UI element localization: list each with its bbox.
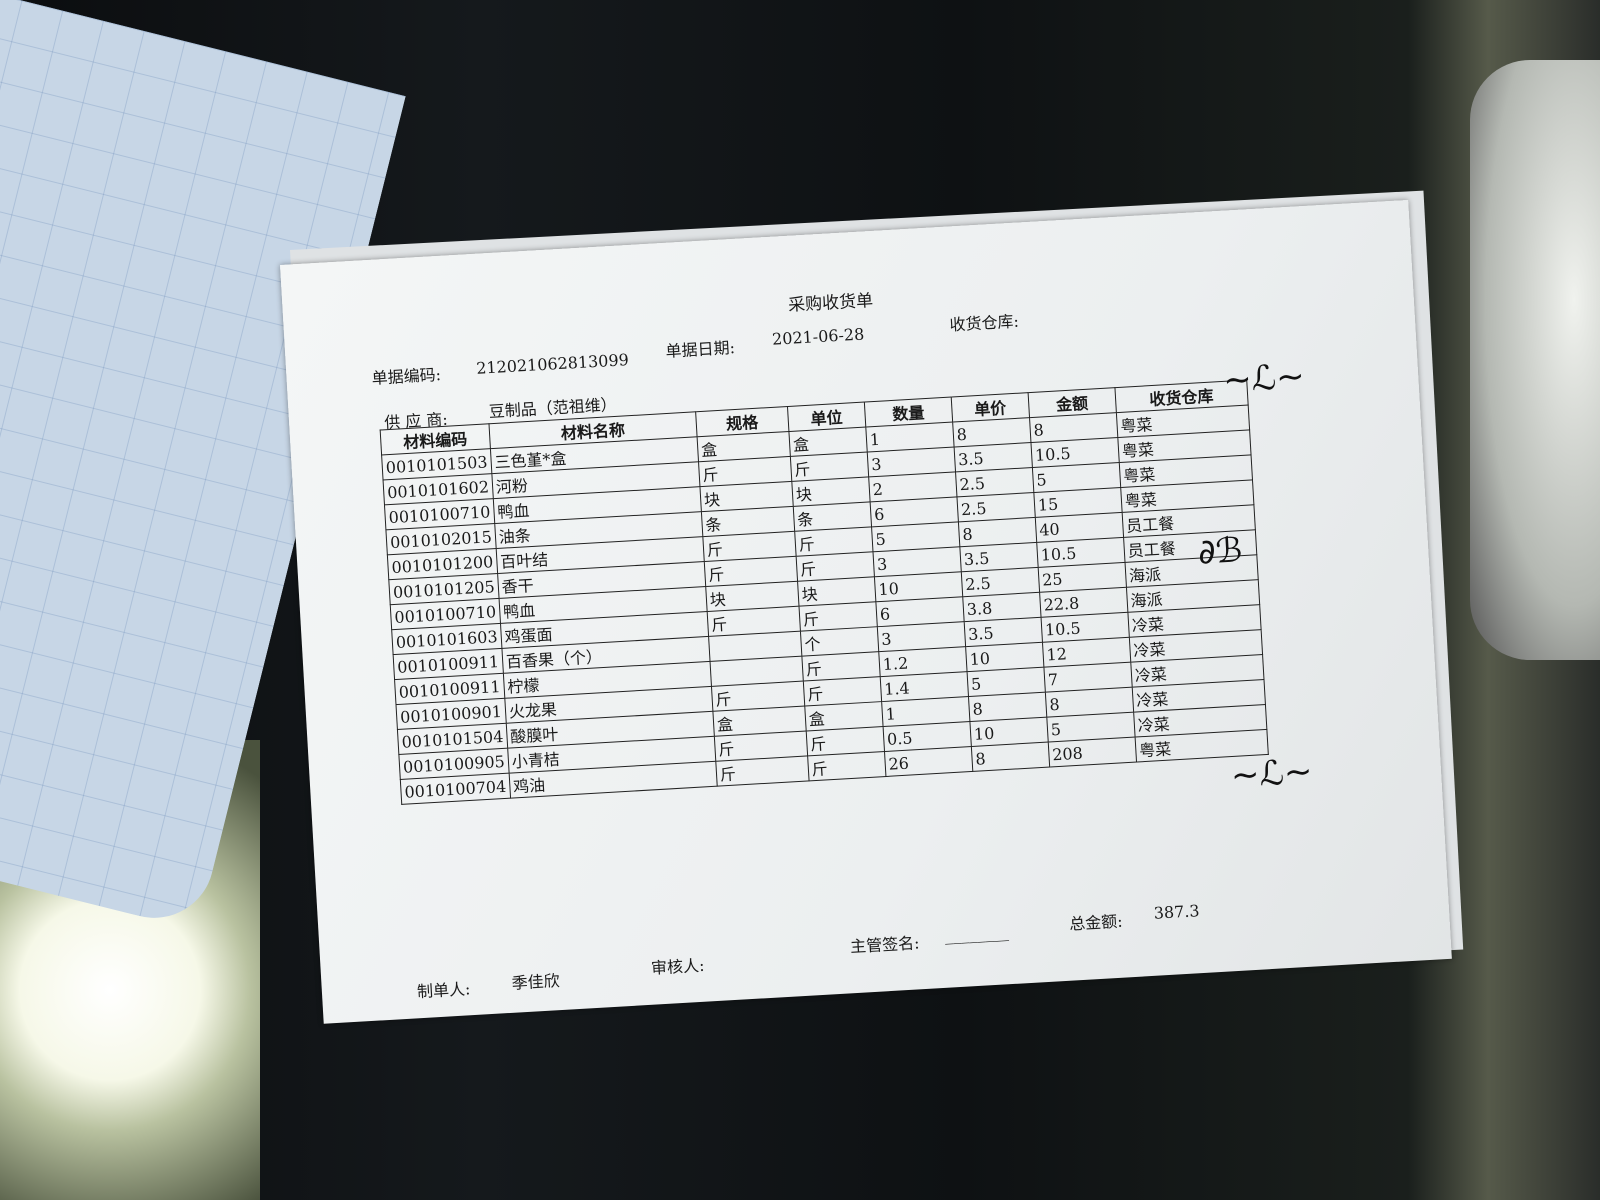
receipt-document: 采购收货单 单据编码: 212021062813099 单据日期: 2021-0… <box>280 199 1452 1024</box>
total-label: 总金额: <box>1068 911 1124 934</box>
table-cell: 斤 <box>807 751 886 781</box>
table-cell: 8 <box>971 742 1050 772</box>
doc-no: 212021062813099 <box>475 350 630 378</box>
doc-no-label: 单据编码: <box>371 364 442 388</box>
total-amount: 387.3 <box>1153 901 1201 923</box>
table-cell: 26 <box>884 746 973 777</box>
doc-date: 2021-06-28 <box>771 324 865 349</box>
items-table: 材料编码 材料名称 规格 单位 数量 单价 金额 收货仓库 0010101503 三色堇*盒盒盒… <box>380 380 1269 805</box>
table-cell: 208 <box>1048 737 1137 768</box>
maker: 季佳欣 <box>511 971 561 993</box>
table-cell: 0010100704 <box>400 773 511 805</box>
doc-date-label: 单据日期: <box>665 337 736 361</box>
handwritten-signature: ~ℒ~ <box>1222 356 1306 401</box>
table-cell: 斤 <box>715 755 809 787</box>
handwritten-signature: ~ℒ~ <box>1229 751 1314 797</box>
supervisor-blank: ________ <box>944 922 1010 945</box>
supervisor-label: 主管签名: <box>849 933 921 957</box>
handwritten-signature: ∂ℬ <box>1196 530 1244 573</box>
maker-label: 制单人: <box>416 979 471 1002</box>
document-title: 采购收货单 <box>787 290 874 316</box>
background-device <box>1470 60 1600 660</box>
warehouse-label: 收货仓库: <box>949 311 1020 335</box>
reviewer-label: 审核人: <box>650 955 705 978</box>
